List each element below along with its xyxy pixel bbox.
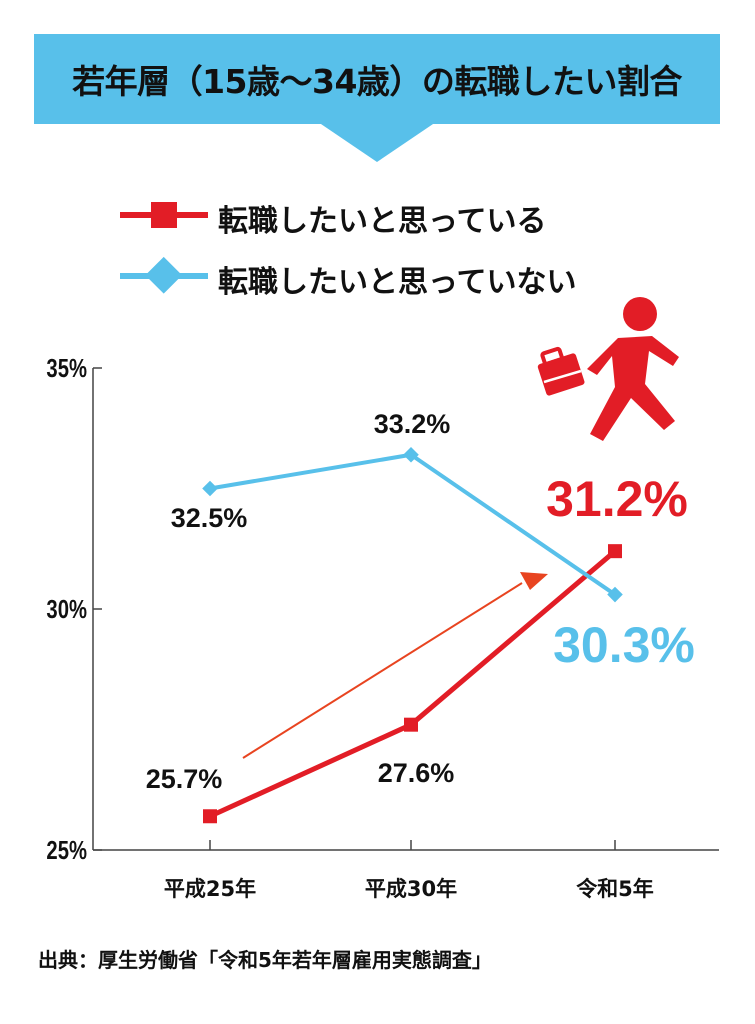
data-label: 25.7%	[146, 764, 223, 794]
data-point-diamond	[607, 586, 623, 603]
data-point-square	[608, 544, 622, 559]
legend-label-not-want-change: 転職したいと思っていない	[218, 265, 577, 300]
x-tick-label: 令和5年	[576, 877, 654, 901]
x-tick-label: 平成30年	[365, 877, 457, 901]
title-banner	[34, 34, 720, 124]
walking-person-icon	[537, 297, 679, 441]
legend-swatch-increasing	[120, 202, 208, 228]
data-label: 33.2%	[374, 409, 451, 439]
data-label: 30.3%	[553, 617, 695, 673]
data-label: 32.5%	[171, 503, 248, 533]
legend-swatch-not	[120, 256, 208, 294]
data-point-square	[203, 809, 217, 824]
y-tick-label: 30%	[46, 595, 87, 624]
x-tick-label: 平成25年	[164, 877, 256, 901]
chart-title: 若年層（15歳～34歳）の転職したい割合	[72, 62, 682, 101]
title-banner-pointer	[318, 122, 436, 162]
data-point-diamond	[202, 480, 218, 497]
legend-label-want-change: 転職したいと思っている	[218, 204, 547, 239]
source-note: 出典：厚生労働省「令和5年若年層雇用実態調査」	[38, 948, 492, 972]
trend-arrow	[242, 572, 548, 759]
y-tick-label: 25%	[46, 836, 87, 865]
y-tick-label: 35%	[46, 354, 87, 383]
data-label: 27.6%	[378, 758, 455, 788]
data-label: 31.2%	[546, 471, 688, 527]
data-point-square	[404, 717, 418, 732]
